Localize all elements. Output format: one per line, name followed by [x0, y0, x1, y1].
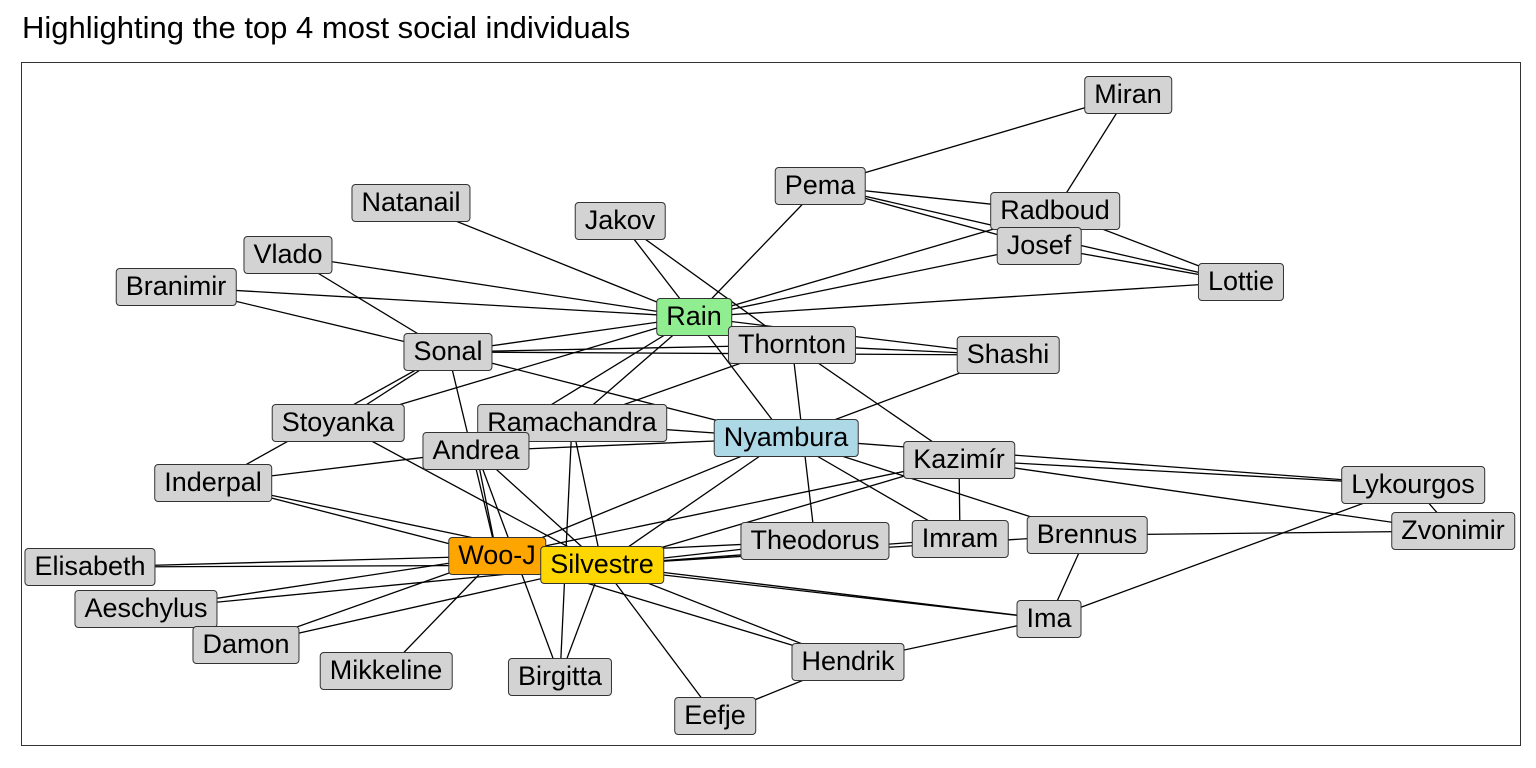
node-lottie: Lottie — [1197, 263, 1285, 301]
node-zvonimir: Zvonimir — [1391, 512, 1515, 550]
edge-kazimir-zvonimir — [958, 459, 1454, 532]
edge-woo-jin-mikkeline — [385, 555, 498, 672]
edge-pema-rain — [693, 185, 821, 318]
node-elisabeth: Elisabeth — [24, 548, 156, 586]
edge-silvestre-eefje — [601, 564, 716, 717]
node-silvestre: Silvestre — [540, 546, 664, 584]
node-hendrik: Hendrik — [791, 643, 905, 681]
edge-rain-nyambura — [693, 316, 787, 439]
node-shashi: Shashi — [956, 336, 1060, 374]
edge-stoyanka-silvestre — [337, 422, 603, 566]
edge-lykourgos-ima — [1048, 484, 1414, 620]
node-birgitta: Birgitta — [507, 658, 613, 696]
node-aeschylus: Aeschylus — [74, 590, 218, 628]
edge-miran-radboud — [1054, 94, 1129, 212]
node-inderpal: Inderpal — [154, 464, 272, 502]
node-nyambura: Nyambura — [713, 419, 859, 457]
edge-vlado-rain — [287, 254, 695, 318]
node-pema: Pema — [774, 167, 866, 205]
node-theodorus: Theodorus — [740, 522, 890, 560]
node-branimir: Branimir — [115, 268, 237, 306]
node-ima: Ima — [1016, 600, 1082, 638]
node-damon: Damon — [192, 626, 300, 664]
node-lykourgos: Lykourgos — [1341, 466, 1485, 504]
edge-nyambura-lykourgos — [785, 437, 1414, 486]
node-sonal: Sonal — [403, 333, 493, 371]
edge-kazimir-lykourgos — [958, 459, 1414, 486]
node-eefje: Eefje — [674, 697, 756, 735]
node-rain: Rain — [656, 298, 732, 336]
node-andrea: Andrea — [422, 432, 530, 470]
edge-ramachandra-silvestre — [571, 422, 603, 566]
plot-panel — [21, 62, 1521, 746]
edge-lottie-rain — [693, 281, 1242, 318]
node-brennus: Brennus — [1026, 516, 1148, 554]
node-jakov: Jakov — [574, 202, 666, 240]
edge-kazimir-woo-jin — [496, 459, 960, 557]
edge-jakov-thornton — [619, 220, 793, 346]
node-radboud: Radboud — [990, 192, 1120, 230]
node-mikkeline: Mikkeline — [319, 652, 453, 690]
edge-miran-pema — [819, 94, 1129, 187]
edge-nyambura-silvestre — [601, 437, 787, 566]
edge-josef-rain — [693, 245, 1040, 318]
node-natanail: Natanail — [351, 184, 471, 222]
node-vlado: Vlado — [243, 236, 333, 274]
node-josef: Josef — [996, 227, 1082, 265]
node-kazimir: Kazimír — [903, 441, 1015, 479]
node-woo-jin: Woo-J — [448, 537, 546, 575]
edge-natanail-rain — [410, 202, 695, 318]
node-stoyanka: Stoyanka — [271, 404, 405, 442]
node-thornton: Thornton — [727, 326, 857, 364]
page-title: Highlighting the top 4 most social indiv… — [22, 10, 631, 45]
edge-nyambura-woo-jin — [496, 437, 787, 557]
node-imram: Imram — [911, 520, 1009, 558]
edge-woo-jin-elisabeth — [89, 555, 498, 568]
node-miran: Miran — [1084, 76, 1172, 114]
edge-branimir-rain — [175, 286, 695, 318]
edge-thornton-kazimir — [791, 344, 960, 461]
